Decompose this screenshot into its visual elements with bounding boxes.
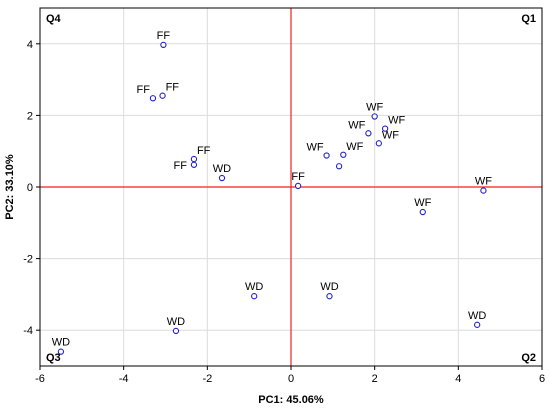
x-tick-label: -6: [35, 373, 45, 385]
point-label: FF: [197, 145, 211, 157]
point-label: WD: [167, 316, 185, 328]
data-point: [365, 130, 372, 137]
point-label: FF: [166, 82, 180, 94]
data-point: [340, 151, 347, 158]
point-label: WD: [320, 281, 338, 293]
x-axis-title: PC1: 45.06%: [258, 394, 324, 406]
point-label: WF: [388, 115, 405, 127]
data-point: [159, 92, 166, 99]
x-tick-label: -2: [202, 373, 212, 385]
data-point: [335, 163, 343, 170]
y-tick-label: 0: [27, 182, 33, 194]
point-label: FF: [173, 160, 187, 172]
data-point: [172, 327, 180, 335]
point-label: WF: [348, 119, 365, 131]
axis-ticks: -6 -4 -2 0 2 4 6 -4 -2 0 2 4: [23, 39, 545, 385]
data-point: [326, 293, 333, 300]
quadrant-labels: Q4 Q1 Q3 Q2: [46, 13, 536, 364]
data-point: [218, 174, 226, 182]
x-tick-label: 6: [539, 373, 545, 385]
y-axis-title: PC2: 33.10%: [4, 154, 16, 220]
data-point: [190, 161, 198, 168]
x-tick-label: 4: [455, 373, 461, 385]
point-label: WF: [366, 101, 383, 113]
point-label: WF: [414, 197, 431, 209]
data-point: [294, 182, 302, 190]
point-label: WF: [382, 129, 399, 141]
quadrant-label: Q2: [521, 352, 536, 364]
reference-lines: [40, 8, 542, 366]
point-label: FF: [291, 171, 305, 183]
data-point: [381, 125, 389, 132]
data-point: [57, 348, 65, 355]
data-point: [160, 41, 167, 49]
point-label: WF: [346, 141, 363, 153]
quadrant-label: Q3: [46, 352, 61, 364]
data-point: [419, 208, 426, 216]
point-label: FF: [157, 30, 171, 42]
y-tick-label: 2: [27, 110, 33, 122]
point-label: WD: [213, 163, 231, 175]
quadrant-label: Q1: [521, 13, 536, 25]
point-label: FF: [136, 84, 150, 96]
point-label: WD: [245, 281, 263, 293]
point-label: WF: [475, 176, 492, 188]
data-point: [149, 95, 157, 102]
y-tick-label: -4: [23, 325, 33, 337]
data-point: [371, 113, 378, 120]
y-tick-label: -2: [23, 254, 33, 266]
point-label: WD: [468, 310, 486, 322]
data-point: [474, 321, 481, 328]
point-label: WF: [306, 141, 323, 153]
x-tick-label: -4: [119, 373, 129, 385]
x-tick-label: 2: [372, 373, 378, 385]
x-tick-label: 0: [288, 373, 294, 385]
y-tick-label: 4: [27, 39, 33, 51]
data-point: [190, 155, 198, 163]
data-point: [480, 187, 487, 194]
quadrant-label: Q4: [46, 13, 62, 25]
data-point: [323, 152, 330, 159]
point-label: WD: [52, 337, 70, 349]
data-point: [251, 293, 258, 300]
data-point: [375, 140, 382, 147]
